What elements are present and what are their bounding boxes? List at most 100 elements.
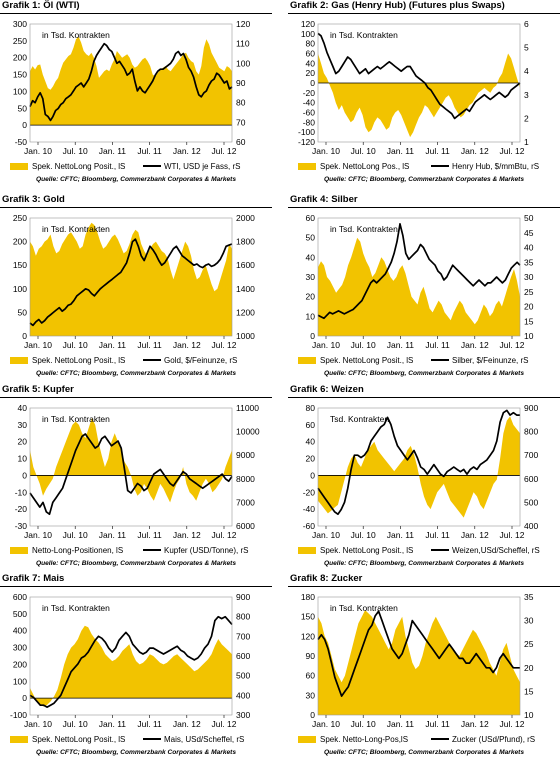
title-rule xyxy=(0,586,272,587)
x-tick-label: Jan. 10 xyxy=(24,719,52,729)
right-tick-label: 300 xyxy=(236,710,250,720)
x-tick-label: Jan. 11 xyxy=(99,340,127,350)
left-tick-label: 10 xyxy=(306,311,316,321)
plot-frame xyxy=(29,217,233,337)
right-tick-label: 500 xyxy=(524,497,538,507)
title-rule xyxy=(288,207,560,208)
left-tick-label: 120 xyxy=(301,631,315,641)
left-tick-label: 0 xyxy=(22,470,27,480)
chart-panel-8: Grafik 8: Zucker 0 30 60 90 120 150 180 10 15 20 25… xyxy=(288,573,560,763)
left-tick-label: 60 xyxy=(306,671,316,681)
chart-svg: 0 30 60 90 120 150 180 10 15 20 25 30 35 Jan. 10 Jul. … xyxy=(298,592,535,744)
left-tick-label: -60 xyxy=(303,521,316,531)
left-tick-label: 80 xyxy=(306,403,316,413)
chart-title-prefix: Grafik 3: xyxy=(2,194,44,205)
series-line-price xyxy=(29,615,233,708)
source-note: Quelle: CFTC; Bloomberg, Commerzbank Cor… xyxy=(35,176,237,183)
x-tick-label: Jul. 10 xyxy=(351,530,376,540)
left-tick-label: 100 xyxy=(13,284,27,294)
source-note: Quelle: CFTC; Bloomberg, Commerzbank Cor… xyxy=(35,560,237,567)
left-tick-label: 50 xyxy=(306,233,316,243)
series-area-netlong xyxy=(30,625,232,707)
x-tick-label: Jul. 10 xyxy=(63,340,88,350)
left-tick-label: 0 xyxy=(310,710,315,720)
legend-label-line: Zucker (USd/Pfund), rS xyxy=(452,735,535,744)
left-tick-label: 100 xyxy=(13,86,27,96)
left-tick-label: -20 xyxy=(303,88,316,98)
right-tick-label: 2000 xyxy=(236,213,255,223)
right-tick-label: 400 xyxy=(524,521,538,531)
series-area-netlong xyxy=(30,36,232,126)
right-tick-label: 11000 xyxy=(236,403,259,413)
source-note: Quelle: CFTC; Bloomberg, Commerzbank Cor… xyxy=(323,749,525,756)
title-rule xyxy=(0,13,272,14)
series-line-price xyxy=(317,409,520,516)
plot-frame xyxy=(317,217,521,337)
left-tick-label: -60 xyxy=(303,108,316,118)
x-tick-label: Jul. 12 xyxy=(499,530,524,540)
chart-title: Grafik 5: Kupfer xyxy=(2,384,74,395)
chart-panel-2: Grafik 2: Gas (Henry Hub) (Futures plus … xyxy=(288,0,560,190)
series-area-netlong xyxy=(318,416,520,518)
title-rule xyxy=(288,397,560,398)
left-tick-label: 0 xyxy=(22,693,27,703)
left-tick-label: -20 xyxy=(15,504,28,514)
left-tick-label: 150 xyxy=(301,612,315,622)
chart-title-prefix: Grafik 8: xyxy=(290,573,332,584)
x-tick-label: Jan. 10 xyxy=(24,146,52,156)
right-tick-label: 30 xyxy=(524,272,534,282)
left-tick-label: 180 xyxy=(301,592,315,602)
title-rule xyxy=(0,207,272,208)
chart-title-text: Kupfer xyxy=(43,384,74,395)
right-tick-label: 35 xyxy=(524,257,534,267)
left-tick-label: 30 xyxy=(306,690,316,700)
right-tick-label: 10000 xyxy=(236,427,260,437)
left-tick-label: 150 xyxy=(13,70,27,80)
chart-panel-7: Grafik 7: Mais -100 0 100 200 300 400 500 600 300… xyxy=(0,573,272,763)
left-tick-label: 200 xyxy=(13,659,27,669)
chart-title: Grafik 7: Mais xyxy=(2,573,64,584)
chart-title-prefix: Grafik 6: xyxy=(290,384,332,395)
chart-title: Grafik 2: Gas (Henry Hub) (Futures plus … xyxy=(290,0,505,11)
chart-svg: 0 10 20 30 40 50 60 10 15 20 25 30 35 40 45 50 Jan. 10 Ju… xyxy=(298,213,534,365)
chart-title-text: Öl (WTI) xyxy=(43,0,80,11)
x-tick-label: Jul. 10 xyxy=(63,530,88,540)
left-tick-label: -120 xyxy=(298,137,315,147)
right-tick-label: 10 xyxy=(524,710,534,720)
left-tick-label: 20 xyxy=(306,68,316,78)
chart-title-prefix: Grafik 4: xyxy=(290,194,332,205)
left-tick-label: 0 xyxy=(310,470,315,480)
left-tick-label: -40 xyxy=(303,98,316,108)
left-tick-label: 60 xyxy=(306,213,316,223)
source-note: Quelle: CFTC; Bloomberg, Commerzbank Cor… xyxy=(35,370,237,377)
legend-label-line: Henry Hub, $/mmBtu, rS xyxy=(452,162,539,171)
left-tick-label: 40 xyxy=(306,252,316,262)
left-tick-label: 40 xyxy=(306,437,316,447)
x-tick-label: Jan. 11 xyxy=(387,530,415,540)
right-tick-label: 800 xyxy=(236,612,250,622)
chart-title: Grafik 3: Gold xyxy=(2,194,65,205)
series-area-netlong xyxy=(318,610,520,715)
chart-title: Grafik 1: Öl (WTI) xyxy=(2,0,80,11)
left-tick-label: 60 xyxy=(306,49,316,59)
legend-swatch-area xyxy=(10,547,28,554)
series-area-netlong xyxy=(30,222,232,336)
plot-frame xyxy=(317,596,521,716)
x-tick-label: Jan. 12 xyxy=(173,530,201,540)
x-tick-label: Jul. 12 xyxy=(499,340,524,350)
legend-label-area: Netto-Long-Positionen, lS xyxy=(32,546,123,555)
plot-frame xyxy=(29,23,233,143)
left-tick-label: -30 xyxy=(15,521,28,531)
left-tick-label: 0 xyxy=(310,78,315,88)
left-tick-label: 30 xyxy=(18,420,28,430)
x-tick-label: Jul. 11 xyxy=(137,719,162,729)
series-line-price xyxy=(317,32,521,120)
chart-panel-5: Grafik 5: Kupfer -30 -20 -10 0 10 20 30 40 6000 70… xyxy=(0,384,272,574)
x-tick-label: Jul. 12 xyxy=(499,146,524,156)
chart-annotation: in Tsd. Kontrakten xyxy=(330,603,398,613)
chart-title-prefix: Grafik 7: xyxy=(2,573,44,584)
right-tick-label: 70 xyxy=(236,117,246,127)
right-tick-label: 1400 xyxy=(236,284,255,294)
x-tick-label: Jul. 10 xyxy=(351,719,376,729)
